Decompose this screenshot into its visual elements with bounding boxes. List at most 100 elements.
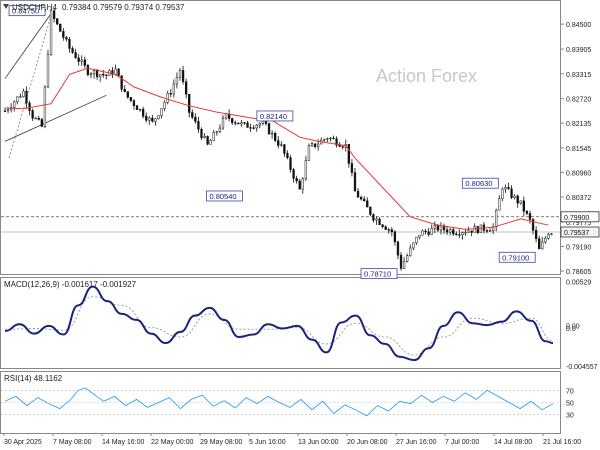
candle-body bbox=[49, 10, 53, 55]
candle bbox=[80, 55, 83, 66]
candle-body bbox=[510, 188, 513, 198]
annotation-box bbox=[8, 5, 46, 17]
candle-body bbox=[224, 113, 228, 119]
annotation-text: 0.78710 bbox=[364, 270, 391, 279]
candle bbox=[22, 88, 25, 98]
price-annotation: 0.78710 bbox=[360, 268, 398, 280]
candle bbox=[488, 228, 492, 232]
annotation-box bbox=[498, 251, 536, 263]
time-tick-label: 29 May 08:00 bbox=[200, 439, 243, 446]
candle bbox=[246, 120, 249, 128]
candle bbox=[151, 114, 154, 123]
time-tick-label: 14 Jul 08:00 bbox=[494, 439, 532, 446]
rsi-tick-label: 70 bbox=[566, 388, 574, 395]
candle-body bbox=[390, 229, 393, 232]
candle-body bbox=[258, 123, 261, 126]
annotation-text: 0.80540 bbox=[209, 192, 236, 201]
candle-body bbox=[301, 178, 304, 190]
price-tick-label: 0.79775 bbox=[566, 220, 591, 227]
candle-body bbox=[464, 232, 467, 234]
ohlc-values: 0.79384 0.79579 0.79374 0.79537 bbox=[62, 3, 185, 12]
candle-body bbox=[516, 195, 519, 204]
candle bbox=[157, 115, 160, 120]
candle bbox=[396, 240, 400, 260]
candle-body bbox=[68, 38, 71, 49]
macd-signal-line bbox=[4, 296, 554, 356]
price-label-text: 0.79537 bbox=[564, 230, 589, 237]
candle-body bbox=[197, 121, 200, 130]
candle bbox=[513, 194, 516, 200]
candle bbox=[504, 184, 507, 193]
candle-body bbox=[476, 226, 479, 233]
candle bbox=[409, 244, 412, 257]
candle-body bbox=[286, 153, 289, 158]
candle bbox=[467, 226, 470, 233]
candle bbox=[43, 85, 47, 129]
time-axis: 30 Apr 2025 7 May 08:00 14 May 16:00 22 May… bbox=[3, 433, 581, 446]
candle bbox=[390, 227, 393, 237]
annotation-text: 0.79100 bbox=[502, 253, 529, 262]
candle-body bbox=[80, 59, 83, 62]
candle bbox=[212, 129, 215, 141]
price-tick-label: 0.82720 bbox=[566, 97, 591, 104]
candle bbox=[92, 69, 96, 79]
candle bbox=[40, 117, 43, 128]
candle bbox=[237, 122, 240, 125]
candle-body bbox=[369, 206, 372, 215]
candle-body bbox=[267, 123, 271, 135]
candle bbox=[519, 200, 522, 205]
candle bbox=[359, 195, 363, 201]
candle-body bbox=[522, 200, 525, 212]
candle-body bbox=[363, 198, 366, 202]
candle-body bbox=[507, 187, 510, 189]
candle-body bbox=[547, 234, 550, 239]
candle-body bbox=[485, 230, 489, 232]
candle-body bbox=[332, 137, 335, 140]
candle bbox=[221, 115, 225, 131]
candle bbox=[372, 213, 375, 223]
candle-body bbox=[111, 70, 114, 75]
candle bbox=[455, 231, 458, 236]
main-pane bbox=[0, 0, 561, 275]
candle bbox=[132, 99, 136, 110]
candle-body bbox=[335, 138, 338, 146]
candle-body bbox=[467, 230, 470, 233]
price-tick-label: 0.78605 bbox=[566, 269, 591, 276]
candle-body bbox=[323, 139, 326, 141]
candle-body bbox=[350, 163, 354, 173]
candle bbox=[458, 229, 461, 238]
channel-lines bbox=[4, 13, 107, 159]
candle bbox=[13, 100, 16, 112]
candle-body bbox=[188, 94, 191, 113]
candle-body bbox=[166, 93, 169, 103]
candle bbox=[3, 108, 7, 112]
candle bbox=[166, 90, 169, 105]
candle-body bbox=[221, 117, 225, 129]
candle bbox=[34, 116, 37, 120]
candle bbox=[538, 235, 541, 250]
candle bbox=[286, 150, 289, 160]
macd-tick-label: 0.0 bbox=[566, 326, 576, 333]
candle-body bbox=[498, 198, 501, 211]
candle bbox=[135, 104, 139, 110]
candle-body bbox=[439, 225, 443, 231]
candle bbox=[197, 116, 200, 133]
rsi-axis: 70 50 30 bbox=[566, 388, 574, 419]
candle-body bbox=[387, 229, 390, 231]
candle-body bbox=[433, 225, 436, 229]
candle-body bbox=[430, 228, 433, 235]
candle-body bbox=[95, 70, 99, 78]
candle bbox=[381, 224, 384, 229]
candle-body bbox=[304, 160, 308, 180]
time-tick-label: 27 Jun 16:00 bbox=[396, 439, 437, 446]
candle bbox=[510, 185, 513, 200]
candle-body bbox=[541, 241, 544, 250]
candle bbox=[175, 72, 179, 89]
price-annotation: 0.80540 bbox=[206, 190, 243, 202]
candle-body bbox=[316, 143, 320, 147]
candle bbox=[31, 108, 34, 121]
candle-body bbox=[154, 118, 157, 122]
macd-title: MACD(12,26,9) -0.001617 -0.001927 bbox=[4, 280, 137, 289]
candle bbox=[424, 228, 427, 235]
candle bbox=[476, 225, 479, 235]
